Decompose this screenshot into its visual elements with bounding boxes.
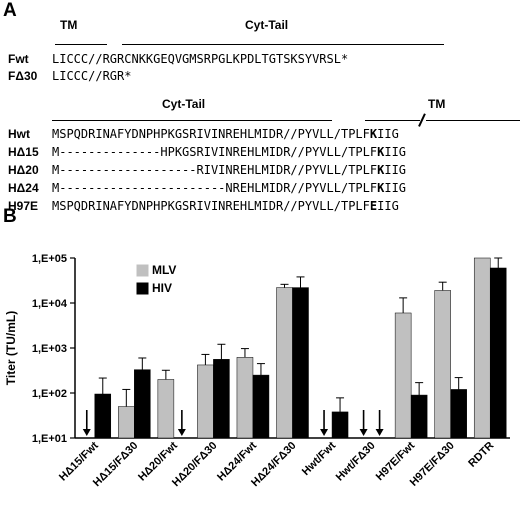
h-row-sequence: MSPQDRINAFYDNPHPKGSRIVINREHLMIDR//PYVLL/… xyxy=(52,199,399,213)
bar-hiv xyxy=(410,394,428,439)
below-detection-arrowhead xyxy=(359,429,368,436)
key-residue: K xyxy=(377,181,385,195)
category-label: Hwt/FΔ30 xyxy=(334,440,378,484)
bar-hiv xyxy=(489,267,507,439)
h-row-label: HΔ20 xyxy=(8,163,39,177)
cyt-tail-bracket-top xyxy=(122,44,444,45)
tm-bracket-bottom-left xyxy=(365,120,420,121)
bar-hiv xyxy=(331,411,349,439)
category-label: Hwt/Fwt xyxy=(300,439,339,478)
h-row-sequence: M-----------------------NREHLMIDR//PYVLL… xyxy=(52,181,406,195)
legend-swatch-mlv xyxy=(136,264,149,277)
y-tick-label: 1,E+03 xyxy=(32,343,67,355)
sequence-segment: M--------------HPKGSRIVINREHLMIDR//PYVLL… xyxy=(52,145,378,159)
bar-hiv xyxy=(292,287,309,439)
panel-a-label: A xyxy=(3,0,17,21)
h-row-label: Hwt xyxy=(8,127,30,141)
cyt-tail-header-top: Cyt-Tail xyxy=(245,18,289,32)
bar-mlv xyxy=(236,357,254,439)
bar-mlv xyxy=(394,312,412,439)
tm-header-bottom: TM xyxy=(428,97,446,111)
f-row-label: Fwt xyxy=(8,52,29,66)
sequence-segment: IIG xyxy=(384,163,407,177)
sequence-segment: IIG xyxy=(377,199,399,213)
sequence-segment: IIG xyxy=(377,127,399,141)
bar-hiv xyxy=(252,374,270,439)
below-detection-arrowhead xyxy=(320,429,329,436)
bar-mlv xyxy=(276,287,293,439)
bar-hiv xyxy=(213,359,230,439)
h-row-label: HΔ24 xyxy=(8,181,39,195)
bar-mlv xyxy=(157,379,175,439)
key-residue: K xyxy=(377,163,385,177)
legend-label-mlv: MLV xyxy=(152,263,176,277)
key-residue: K xyxy=(369,127,378,141)
y-tick-label: 1,E+04 xyxy=(32,298,68,310)
cyt-tail-header-bottom: Cyt-Tail xyxy=(162,97,206,111)
legend-label-hiv: HIV xyxy=(152,281,172,295)
bar-mlv xyxy=(197,364,214,439)
category-label: RDTR xyxy=(466,440,496,470)
sequence-segment: IIG xyxy=(384,181,407,195)
tm-bracket-bottom-right xyxy=(426,120,520,121)
bar-hiv xyxy=(94,393,112,439)
cyt-tail-bracket-bottom xyxy=(52,120,332,121)
panel-b-label: B xyxy=(3,206,17,227)
h-row-label: HΔ15 xyxy=(8,145,39,159)
bar-mlv xyxy=(434,290,451,439)
tm-bracket-top xyxy=(55,44,107,45)
y-tick-label: 1,E+05 xyxy=(32,253,67,265)
tm-header-top: TM xyxy=(60,18,78,32)
f-row-label: FΔ30 xyxy=(8,69,38,83)
f-row-sequence: LICCC//RGR* xyxy=(52,69,132,83)
sequence-segment: MSPQDRINAFYDNPHPKGSRIVINREHLMIDR//PYVLL/… xyxy=(52,199,370,213)
below-detection-arrowhead xyxy=(375,429,384,436)
y-axis-label: Titer (TU/mL) xyxy=(4,311,18,385)
h-row-sequence: MSPQDRINAFYDNPHPKGSRIVINREHLMIDR//PYVLL/… xyxy=(52,127,399,141)
bar-mlv xyxy=(473,257,491,439)
bar-hiv xyxy=(134,369,151,439)
sequence-segment: IIG xyxy=(384,145,407,159)
bar-mlv xyxy=(118,406,135,439)
y-tick-label: 1,E+02 xyxy=(32,388,67,400)
h-row-sequence: M-------------------RIVINREHLMIDR//PYVLL… xyxy=(52,163,406,177)
key-residue: E xyxy=(369,199,378,213)
sequence-segment: M-------------------RIVINREHLMIDR//PYVLL… xyxy=(52,163,378,177)
bar-hiv xyxy=(450,389,467,439)
h-row-label: H97E xyxy=(8,199,39,213)
below-detection-arrowhead xyxy=(82,429,91,436)
f-row-sequence: LICCC//RGRCNKKGEQVGMSRPGLKPDLTGTSKSYVRSL… xyxy=(52,52,349,66)
sequence-segment: M-----------------------NREHLMIDR//PYVLL… xyxy=(52,181,378,195)
key-residue: K xyxy=(377,145,385,159)
h-row-sequence: M--------------HPKGSRIVINREHLMIDR//PYVLL… xyxy=(52,145,406,159)
sequence-segment: MSPQDRINAFYDNPHPKGSRIVINREHLMIDR//PYVLL/… xyxy=(52,127,370,141)
legend-swatch-hiv xyxy=(136,282,149,295)
below-detection-arrowhead xyxy=(177,429,186,436)
y-tick-label: 1,E+01 xyxy=(32,433,67,445)
